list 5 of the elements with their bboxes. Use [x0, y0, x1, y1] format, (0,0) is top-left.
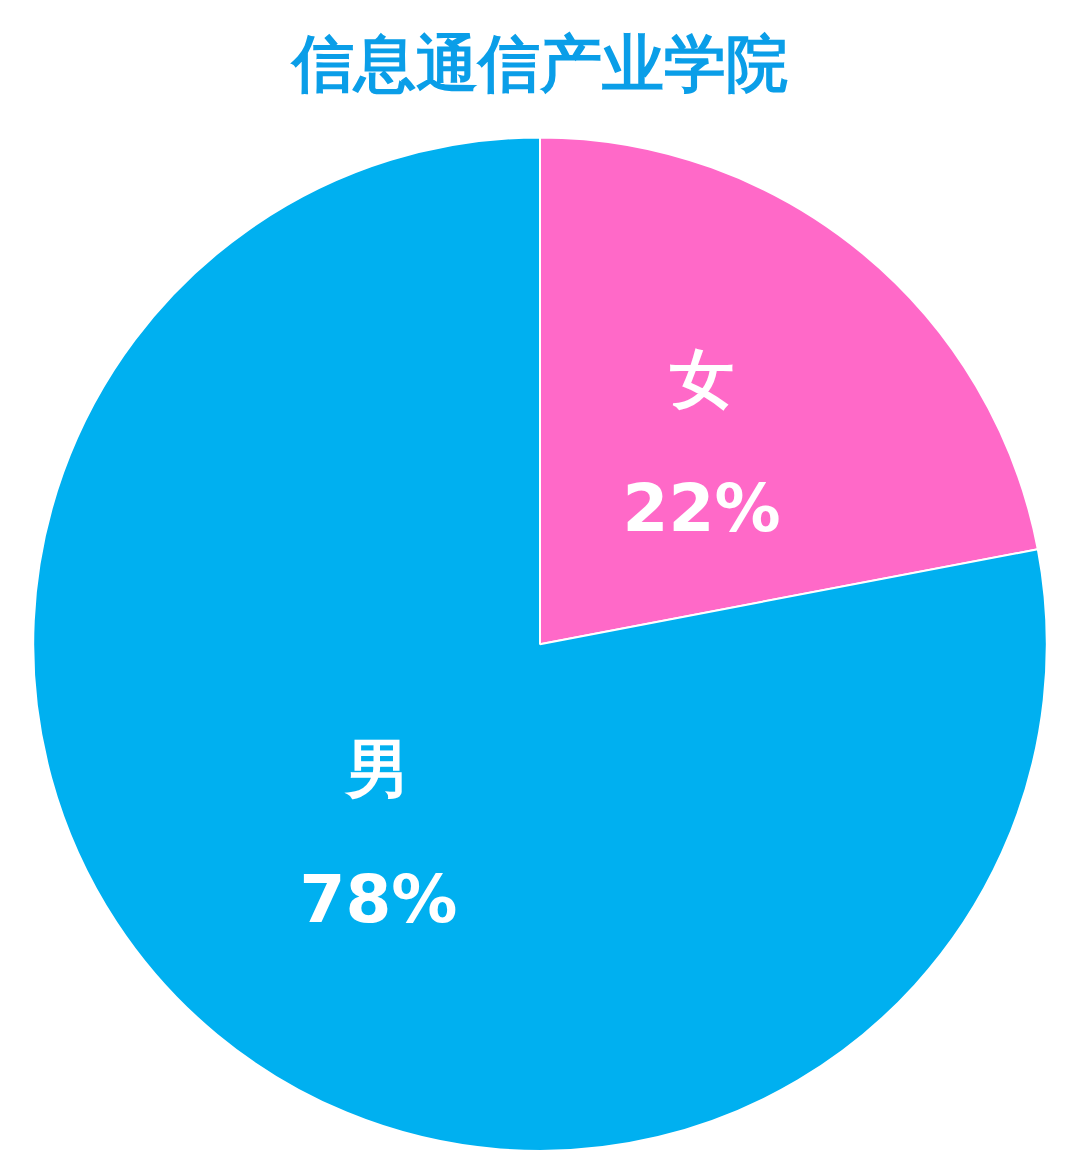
- data-label: 22%: [622, 470, 781, 548]
- slice-label: 女: [669, 341, 734, 416]
- data-label: 78%: [299, 860, 458, 938]
- chart-title: 信息通信产业学院: [290, 27, 788, 101]
- slice-label: 男: [344, 732, 411, 807]
